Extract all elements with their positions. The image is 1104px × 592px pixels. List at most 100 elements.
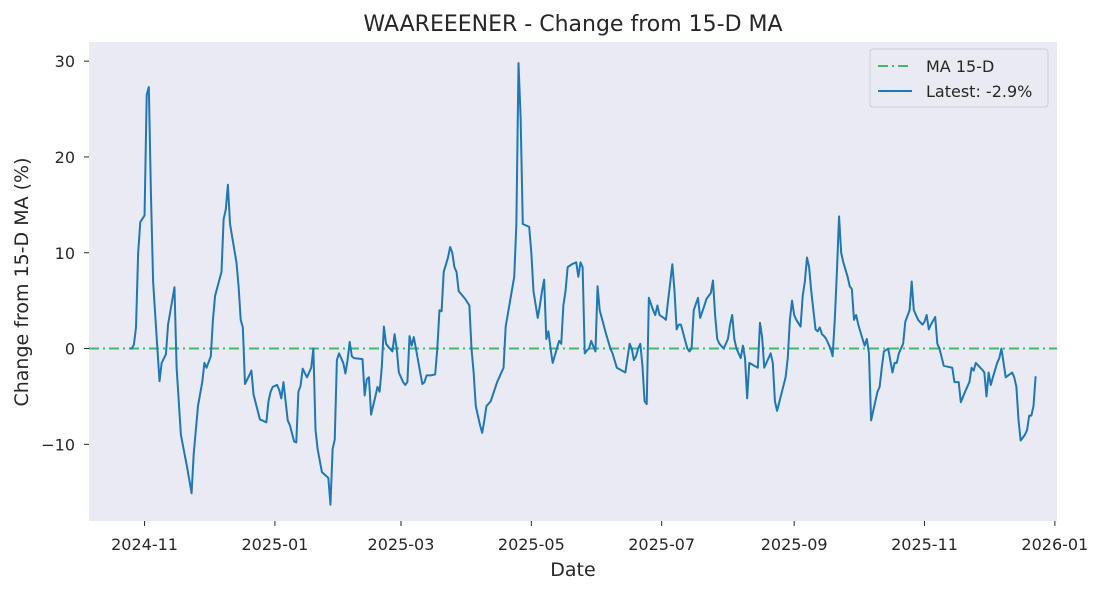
data-point <box>689 351 691 353</box>
data-point <box>272 386 274 388</box>
data-point <box>404 384 406 386</box>
data-point <box>748 362 750 364</box>
data-point <box>740 357 742 359</box>
data-point <box>1018 420 1020 422</box>
data-point <box>770 353 772 355</box>
data-point <box>396 348 398 350</box>
data-point <box>697 297 699 299</box>
data-point <box>887 348 889 350</box>
data-point <box>362 358 364 360</box>
data-point <box>270 391 272 393</box>
data-point <box>479 424 481 426</box>
x-tick-label: 2025-09 <box>761 535 828 554</box>
data-point <box>1011 372 1013 374</box>
data-point <box>490 400 492 402</box>
data-point <box>289 424 291 426</box>
data-point <box>800 326 802 328</box>
data-point <box>928 329 930 331</box>
data-point <box>176 367 178 369</box>
data-point <box>364 395 366 397</box>
data-point <box>588 348 590 350</box>
data-point <box>439 309 441 311</box>
data-point <box>477 415 479 417</box>
data-point <box>287 420 289 422</box>
data-point <box>244 383 246 385</box>
data-point <box>398 372 400 374</box>
data-point <box>954 381 956 383</box>
data-point <box>558 340 560 342</box>
data-point <box>204 362 206 364</box>
data-point <box>537 317 539 319</box>
data-point <box>674 290 676 292</box>
data-point <box>283 381 285 383</box>
data-point <box>704 305 706 307</box>
data-point <box>563 305 565 307</box>
data-point <box>838 216 840 218</box>
data-point <box>268 400 270 402</box>
data-point <box>560 343 562 345</box>
data-point <box>742 345 744 347</box>
data-point <box>975 362 977 364</box>
data-point <box>214 295 216 297</box>
data-point <box>259 419 261 421</box>
data-point <box>278 389 280 391</box>
data-point <box>731 314 733 316</box>
data-point <box>836 271 838 273</box>
legend: MA 15-D Latest: -2.9% <box>869 48 1049 108</box>
data-point <box>922 324 924 326</box>
data-point <box>1001 348 1003 350</box>
data-point <box>776 410 778 412</box>
data-point <box>248 375 250 377</box>
data-point <box>637 348 639 350</box>
data-point <box>157 348 159 350</box>
data-point <box>180 434 182 436</box>
data-point <box>810 290 812 292</box>
y-axis: 30 20 10 0 −10 <box>41 52 89 454</box>
data-point <box>857 324 859 326</box>
data-point <box>802 295 804 297</box>
data-point <box>238 285 240 287</box>
data-point <box>469 305 471 307</box>
data-point <box>366 378 368 380</box>
data-point <box>266 422 268 424</box>
data-point <box>552 362 554 364</box>
data-point <box>909 309 911 311</box>
data-point <box>825 338 827 340</box>
data-point <box>1005 377 1007 379</box>
data-point <box>302 368 304 370</box>
data-point <box>625 372 627 374</box>
data-point <box>1024 434 1026 436</box>
data-point <box>464 298 466 300</box>
data-point <box>584 353 586 355</box>
data-point <box>1026 429 1028 431</box>
data-point <box>137 252 139 254</box>
data-point <box>251 370 253 372</box>
data-point <box>904 321 906 323</box>
data-point <box>375 396 377 398</box>
data-point <box>451 252 453 254</box>
data-point <box>306 377 308 379</box>
data-point <box>212 319 214 321</box>
data-point <box>719 343 721 345</box>
data-point <box>129 348 131 350</box>
data-point <box>984 372 986 374</box>
data-point <box>830 348 832 350</box>
data-point <box>575 262 577 264</box>
data-point <box>394 333 396 335</box>
data-point <box>716 338 718 340</box>
data-point <box>347 359 349 361</box>
data-point <box>870 420 872 422</box>
data-point <box>590 340 592 342</box>
data-point <box>146 94 148 96</box>
x-tick-label: 2025-05 <box>498 535 565 554</box>
data-point <box>1016 386 1018 388</box>
data-point <box>616 367 618 369</box>
data-point <box>135 327 137 329</box>
data-point <box>610 348 612 350</box>
data-point <box>744 357 746 359</box>
data-point <box>223 218 225 220</box>
data-point <box>449 246 451 248</box>
data-point <box>678 324 680 326</box>
data-point <box>847 276 849 278</box>
